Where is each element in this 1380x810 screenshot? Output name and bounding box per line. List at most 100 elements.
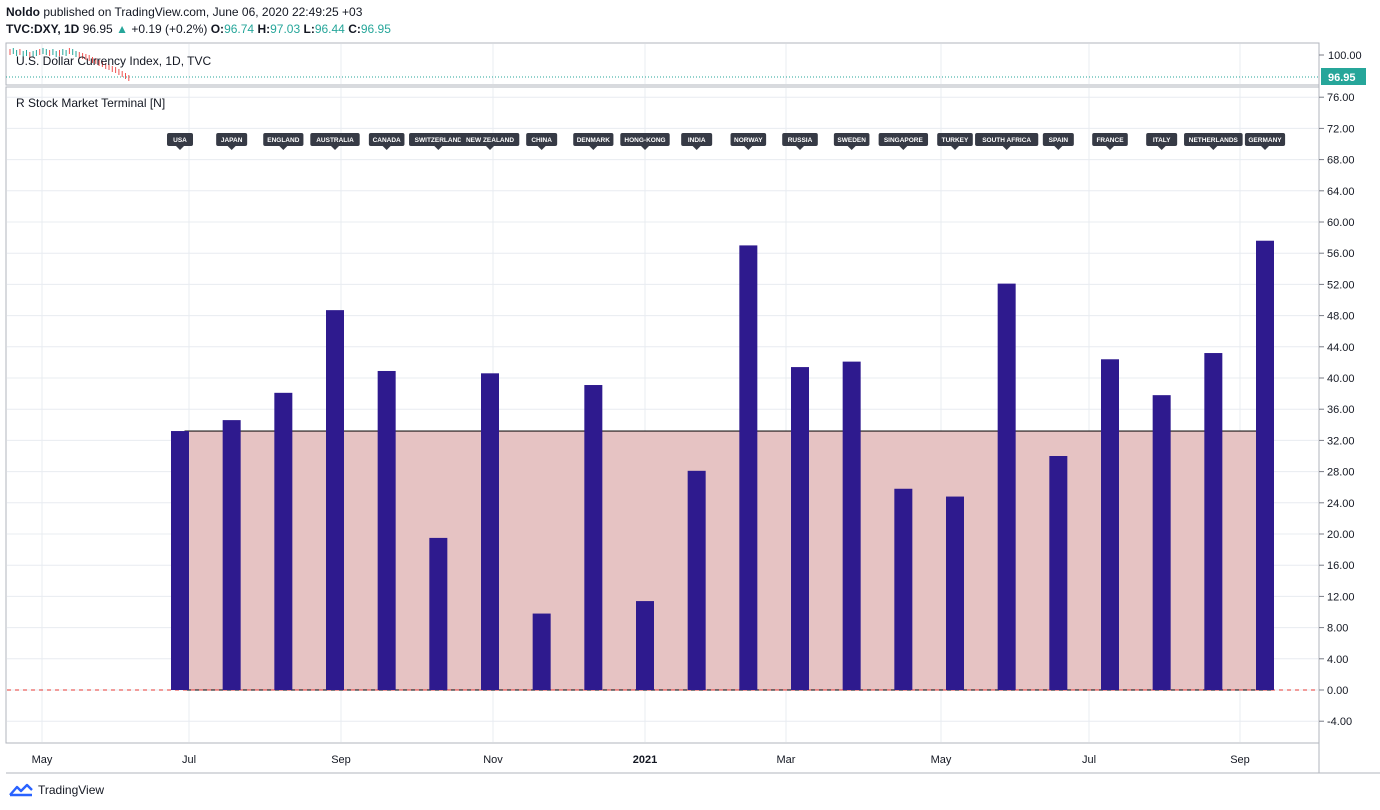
bar-england[interactable]: [274, 392, 293, 690]
bar-germany[interactable]: [1256, 240, 1274, 690]
country-label-bg: [730, 133, 767, 146]
country-label-bg: [526, 133, 558, 146]
country-label-pointer: [951, 146, 959, 150]
bar-china[interactable]: [532, 613, 551, 690]
country-label-text: HONG-KONG: [624, 137, 665, 144]
tradingview-brand[interactable]: TradingView: [8, 783, 104, 797]
bar-sweden[interactable]: [842, 361, 861, 690]
country-labels: USA JAPAN ENGLAND AUSTRALIA CANADA SWITZERLAN…: [167, 133, 1286, 150]
country-label-pointer: [1054, 146, 1063, 150]
country-label-text: SINGAPORE: [884, 137, 924, 144]
country-label-pointer: [692, 146, 701, 150]
close-label: C:: [348, 22, 361, 36]
country-label-text: AUSTRALIA: [316, 137, 354, 144]
country-label: ENGLAND: [263, 133, 304, 150]
country-label-bg: [167, 133, 193, 146]
country-label-bg: [460, 133, 520, 146]
bar-japan[interactable]: [222, 420, 241, 690]
country-label-text: INDIA: [688, 137, 706, 144]
country-label-bg: [310, 133, 360, 146]
country-label-text: CANADA: [373, 137, 401, 144]
country-label-bg: [573, 133, 614, 146]
country-label-bg: [833, 133, 870, 146]
country-label-text: TURKEY: [942, 137, 969, 144]
country-label-bg: [1146, 133, 1178, 146]
country-label-bg: [368, 133, 405, 146]
country-label-pointer: [227, 146, 236, 150]
y-axis-label: 32.00: [1327, 435, 1355, 447]
close-value: 96.95: [360, 22, 391, 36]
country-label-text: SWITZERLAND: [415, 137, 463, 144]
price-pane[interactable]: 100.00 96.95 U.S. Dollar Currency Index,…: [6, 48, 1366, 85]
bar-norway[interactable]: [739, 245, 758, 690]
y-axis-label: 8.00: [1327, 623, 1348, 635]
bar-usa[interactable]: [171, 431, 189, 690]
y-axis-label: 72.00: [1327, 123, 1355, 135]
country-label: ITALY: [1146, 133, 1178, 150]
country-label-pointer: [1261, 146, 1269, 150]
bar-spain[interactable]: [1049, 456, 1068, 690]
country-label-bg: [263, 133, 304, 146]
country-label-bg: [975, 133, 1039, 146]
country-label: TURKEY: [937, 133, 973, 150]
bar-denmark[interactable]: [584, 385, 603, 690]
indicator-price-axis[interactable]: 76.00 72.00 68.00 64.00 60.00 56.00 52.00 48.00…: [1319, 92, 1355, 728]
bar-south-africa[interactable]: [997, 283, 1016, 690]
symbol-name[interactable]: TVC:DXY, 1D: [6, 22, 80, 36]
high-label: H:: [257, 22, 271, 36]
bar-switzerland[interactable]: [429, 537, 448, 690]
bar-canada[interactable]: [377, 370, 396, 690]
price-axis-label: 100.00: [1328, 50, 1362, 62]
x-axis-label: Nov: [483, 754, 503, 766]
bar-russia[interactable]: [791, 367, 809, 690]
mini-price-series: [9, 48, 130, 81]
x-axis-label: Jul: [1082, 754, 1096, 766]
x-axis-label: Mar: [777, 754, 796, 766]
country-label-pointer: [899, 146, 908, 150]
country-label: NETHERLANDS: [1184, 133, 1243, 150]
country-label: CANADA: [368, 133, 405, 150]
country-label: NEW ZEALAND: [460, 133, 520, 150]
bar-singapore[interactable]: [894, 488, 913, 690]
bar-netherlands[interactable]: [1204, 353, 1223, 690]
country-label-text: SPAIN: [1049, 137, 1069, 144]
bar-new-zealand[interactable]: [481, 373, 499, 690]
bar-italy[interactable]: [1152, 395, 1171, 690]
country-label-pointer: [1157, 146, 1166, 150]
country-label-pointer: [589, 146, 598, 150]
bar-series[interactable]: [171, 240, 1274, 690]
country-label-pointer: [641, 146, 649, 150]
bar-hong-kong[interactable]: [636, 601, 654, 690]
country-label: FRANCE: [1092, 133, 1128, 150]
country-label-text: SWEDEN: [837, 137, 866, 144]
country-label-pointer: [1002, 146, 1011, 150]
highlight-band: [184, 430, 1273, 691]
country-label-bg: [1184, 133, 1243, 146]
bar-australia[interactable]: [326, 310, 344, 690]
price-change: +0.19 (+0.2%): [131, 22, 208, 36]
country-label-pointer: [744, 146, 753, 150]
country-label-bg: [681, 133, 713, 146]
country-label: RUSSIA: [782, 133, 818, 150]
country-label: AUSTRALIA: [310, 133, 360, 150]
band-layer: [7, 430, 1318, 691]
y-axis-label: 36.00: [1327, 404, 1355, 416]
bar-turkey[interactable]: [946, 496, 964, 690]
country-label: DENMARK: [573, 133, 614, 150]
bar-france[interactable]: [1101, 359, 1119, 690]
last-price: 96.95: [82, 22, 113, 36]
country-label-pointer: [486, 146, 494, 150]
time-axis[interactable]: May Jul Sep Nov 2021 Mar May Jul Sep: [32, 754, 1250, 766]
y-axis-label: 56.00: [1327, 248, 1355, 260]
author-name[interactable]: Noldo: [6, 5, 40, 19]
y-axis-label: 4.00: [1327, 654, 1348, 666]
country-label-bg: [937, 133, 973, 146]
country-label: SPAIN: [1042, 133, 1074, 150]
price-badge: [1321, 68, 1366, 85]
price-pane-title: U.S. Dollar Currency Index, 1D, TVC: [16, 54, 212, 68]
y-axis-label: 44.00: [1327, 342, 1355, 354]
country-label: HONG-KONG: [620, 133, 670, 150]
country-label: SWEDEN: [833, 133, 870, 150]
bar-india[interactable]: [687, 470, 706, 690]
